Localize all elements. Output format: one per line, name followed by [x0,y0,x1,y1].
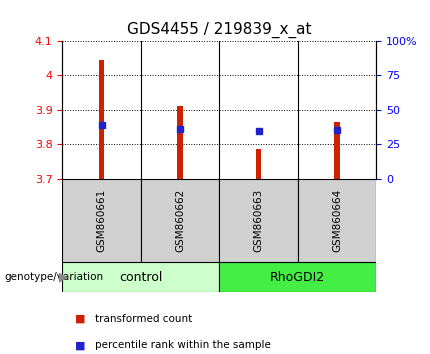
Text: genotype/variation: genotype/variation [4,272,104,282]
Text: ■: ■ [75,340,86,350]
Bar [177,106,183,179]
Text: GSM860661: GSM860661 [97,189,107,252]
Bar [219,262,376,292]
Text: GSM860662: GSM860662 [175,189,185,252]
Bar [99,60,104,179]
Bar [62,262,219,292]
Text: ▶: ▶ [59,270,68,284]
Title: GDS4455 / 219839_x_at: GDS4455 / 219839_x_at [127,22,312,38]
Text: control: control [119,270,163,284]
Bar [298,179,376,262]
Bar [256,149,261,179]
Text: transformed count: transformed count [95,314,192,324]
Bar [141,179,219,262]
Text: GSM860664: GSM860664 [332,189,342,252]
Text: ■: ■ [75,314,86,324]
Text: percentile rank within the sample: percentile rank within the sample [95,340,270,350]
Text: RhoGDI2: RhoGDI2 [270,270,326,284]
Bar [219,179,298,262]
Text: GSM860663: GSM860663 [254,189,264,252]
Bar [334,122,340,179]
Bar [62,179,141,262]
